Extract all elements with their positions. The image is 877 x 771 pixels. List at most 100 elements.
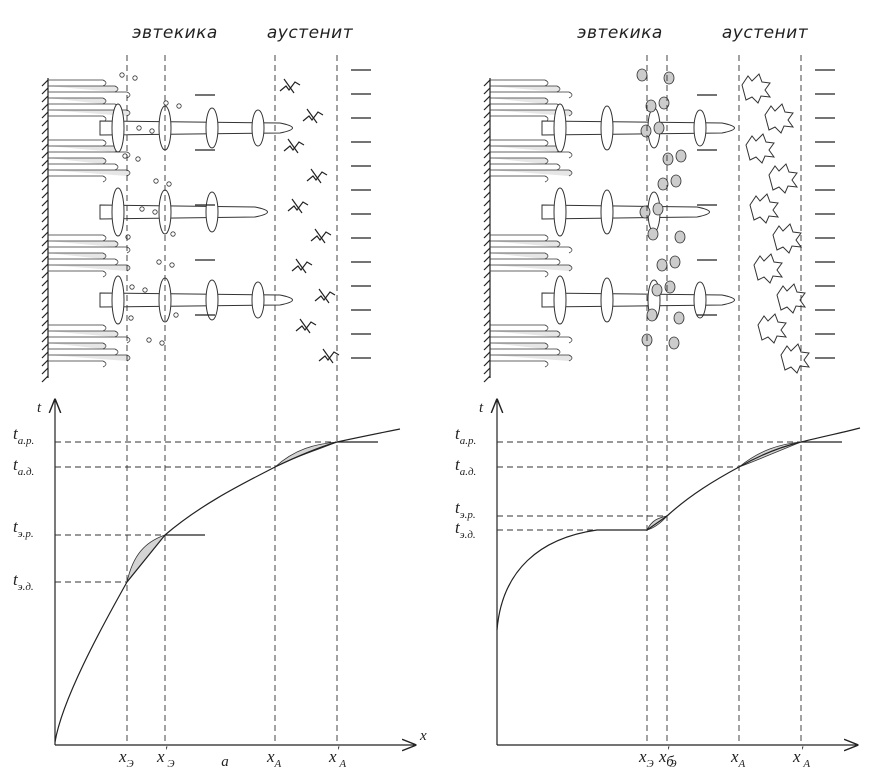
lamella bbox=[48, 79, 107, 87]
hatch bbox=[483, 343, 491, 351]
symbol: x bbox=[730, 747, 739, 766]
hatch bbox=[483, 359, 491, 367]
eutectic-colony bbox=[668, 336, 680, 350]
dendrite-arm bbox=[251, 109, 265, 147]
austenite-grain bbox=[780, 343, 811, 374]
lamella bbox=[490, 240, 561, 248]
hatch bbox=[483, 159, 491, 167]
eutectic-colony bbox=[653, 121, 665, 135]
hatch bbox=[483, 247, 491, 255]
subscript: Э bbox=[127, 758, 134, 770]
hatch bbox=[483, 271, 491, 279]
hatch bbox=[483, 79, 491, 87]
subscript: Э bbox=[167, 758, 174, 770]
symbol-label: xA bbox=[730, 747, 746, 770]
hatch bbox=[483, 87, 491, 95]
austenite-grain bbox=[283, 138, 305, 154]
eutectic-particle bbox=[128, 315, 134, 321]
eutectic-colony bbox=[656, 258, 668, 272]
panel-caption: а bbox=[221, 754, 229, 770]
symbol-label: tа.р. bbox=[13, 424, 34, 447]
eutectic-particle bbox=[132, 75, 138, 81]
lamella bbox=[490, 163, 561, 171]
temperature-curve bbox=[54, 428, 401, 743]
hatch bbox=[41, 135, 49, 143]
hatch bbox=[41, 151, 49, 159]
eutectic-particle bbox=[156, 259, 162, 265]
dendrite-arm bbox=[600, 189, 614, 235]
austenite-grain bbox=[745, 133, 776, 164]
subscript: а.р. bbox=[18, 435, 35, 447]
austenite-grain bbox=[757, 313, 788, 344]
lamella bbox=[490, 109, 573, 117]
dendrite-arm bbox=[111, 187, 125, 237]
eutectic-particle bbox=[176, 103, 182, 109]
hatch bbox=[41, 359, 49, 367]
eutectic-particle bbox=[142, 287, 148, 293]
eutectic-particle bbox=[119, 72, 125, 78]
lamella bbox=[490, 360, 549, 368]
eutectic-particle bbox=[152, 209, 158, 215]
hatch bbox=[41, 223, 49, 231]
hatch bbox=[41, 87, 49, 95]
hatch bbox=[41, 215, 49, 223]
eutectic-colony bbox=[647, 227, 659, 241]
dendrite-arm bbox=[251, 281, 265, 319]
lamella bbox=[490, 258, 561, 266]
lamella bbox=[48, 360, 107, 368]
eutectic-particle bbox=[122, 153, 128, 159]
eutectic-colony bbox=[658, 96, 670, 110]
prime: ' bbox=[165, 743, 168, 758]
hatch bbox=[483, 127, 491, 135]
dendrite bbox=[99, 204, 268, 220]
hatch bbox=[483, 135, 491, 143]
eutectic-colony bbox=[639, 205, 651, 219]
symbol-label: x'A bbox=[792, 743, 810, 770]
austenite-grain bbox=[772, 223, 803, 254]
phase-label: аустенит bbox=[722, 23, 809, 43]
lamella bbox=[490, 139, 549, 147]
eutectic-particle bbox=[170, 231, 176, 237]
eutectic-colony bbox=[669, 255, 681, 269]
hatch bbox=[41, 207, 49, 215]
subscript: э.д. bbox=[18, 581, 34, 593]
hatch bbox=[41, 303, 49, 311]
dendrite-arm bbox=[205, 107, 219, 149]
austenite-grain bbox=[768, 163, 799, 194]
dendrite-arm bbox=[553, 103, 567, 153]
dendrite-arm bbox=[553, 275, 567, 325]
lamella bbox=[490, 336, 573, 344]
lamella bbox=[490, 157, 549, 165]
lamella bbox=[48, 348, 119, 356]
hatch bbox=[483, 279, 491, 287]
symbol: t bbox=[455, 424, 461, 443]
eutectic-particle bbox=[129, 284, 135, 290]
hatch bbox=[41, 231, 49, 239]
lamella bbox=[490, 264, 573, 272]
austenite-grain bbox=[749, 193, 780, 224]
symbol-label: xЭ bbox=[118, 747, 134, 770]
lamella bbox=[48, 252, 107, 260]
eutectic-colony bbox=[640, 124, 652, 138]
hatch bbox=[483, 143, 491, 151]
hatch bbox=[41, 343, 49, 351]
symbol-label: xA bbox=[266, 747, 282, 770]
symbol: x bbox=[658, 747, 667, 766]
symbol-label: tа.д. bbox=[455, 455, 476, 478]
eutectic-colony bbox=[675, 149, 687, 163]
hatch bbox=[483, 255, 491, 263]
subscript: а.р. bbox=[460, 435, 477, 447]
hatch bbox=[483, 167, 491, 175]
hatch bbox=[41, 239, 49, 247]
eutectic-colony bbox=[652, 202, 664, 216]
lamella bbox=[48, 270, 107, 278]
phase-label: эвтекика bbox=[132, 23, 218, 43]
hatch bbox=[41, 95, 49, 103]
eutectic-particle bbox=[135, 156, 141, 162]
eutectic-particle bbox=[149, 128, 155, 134]
symbol: t bbox=[455, 498, 461, 517]
symbol-label: x'Э bbox=[658, 743, 677, 770]
hatch bbox=[483, 103, 491, 111]
hatch bbox=[483, 175, 491, 183]
dendrite-arm bbox=[600, 105, 614, 151]
